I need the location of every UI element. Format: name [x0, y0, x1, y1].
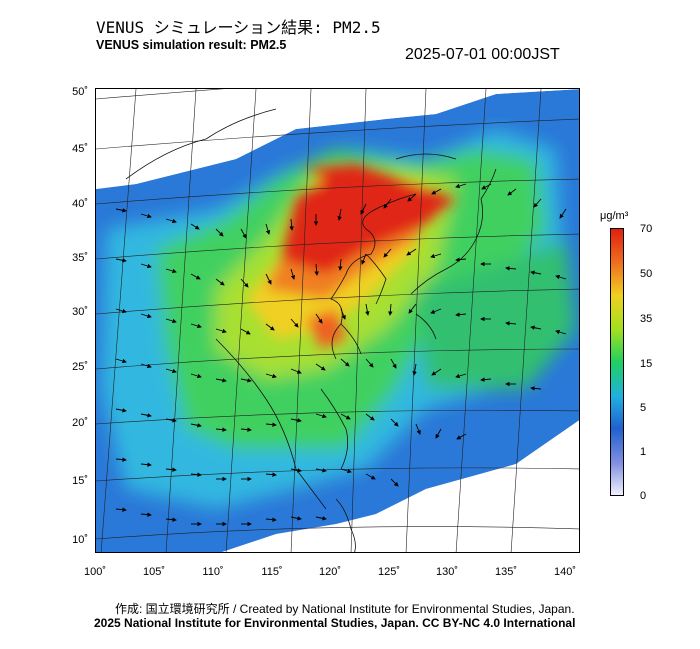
lon-label-125: 125˚	[377, 566, 401, 578]
colorbar-tick-15: 15	[640, 358, 653, 370]
colorbar-tick-50: 50	[640, 268, 653, 280]
lat-label-45: 45˚	[72, 143, 88, 155]
colorbar-tick-35: 35	[640, 313, 653, 325]
pm25-concentration-field	[96, 89, 579, 552]
chart-title-japanese: VENUS シミュレーション結果: PM2.5	[96, 18, 381, 37]
lon-label-135: 135˚	[494, 566, 518, 578]
colorbar-tick-70: 70	[640, 223, 653, 235]
forecast-timestamp: 2025-07-01 00:00JST	[405, 46, 560, 63]
lat-label-20: 20˚	[72, 417, 88, 429]
lat-label-35: 35˚	[72, 252, 88, 264]
lon-label-115: 115˚	[261, 566, 283, 578]
lon-label-130: 130˚	[435, 566, 459, 578]
lat-label-50: 50˚	[72, 86, 88, 98]
pm25-map	[95, 88, 580, 553]
wind-vector-field	[115, 183, 567, 527]
red-region-north	[306, 164, 456, 214]
lon-label-100: 100˚	[83, 566, 107, 578]
chart-title-english: VENUS simulation result: PM2.5	[96, 38, 287, 52]
sea-green-region	[416, 239, 576, 389]
out-of-domain-area-south	[357, 420, 579, 552]
colorbar-unit: μg/m³	[600, 210, 629, 222]
colorbar-tick-0: 0	[640, 490, 647, 502]
colorbar-tick-5: 5	[640, 402, 647, 414]
lon-label-140: 140˚	[553, 566, 577, 578]
lon-label-105: 105˚	[142, 566, 166, 578]
graticule	[96, 89, 579, 552]
lon-label-120: 120˚	[318, 566, 342, 578]
lat-label-40: 40˚	[72, 198, 88, 210]
lat-label-15: 15˚	[72, 475, 88, 487]
lat-label-10: 10˚	[72, 534, 88, 546]
lat-label-25: 25˚	[72, 361, 88, 373]
orange-spot-south	[306, 309, 346, 349]
colorbar	[610, 228, 624, 496]
out-of-domain-area	[96, 89, 579, 189]
credit-line-2: 2025 National Institute for Environmenta…	[94, 616, 576, 630]
credit-line-1: 作成: 国立環境研究所 / Created by National Instit…	[115, 602, 575, 616]
lat-label-30: 30˚	[72, 306, 88, 318]
colorbar-tick-1: 1	[640, 446, 647, 458]
lon-label-110: 110˚	[202, 566, 224, 578]
